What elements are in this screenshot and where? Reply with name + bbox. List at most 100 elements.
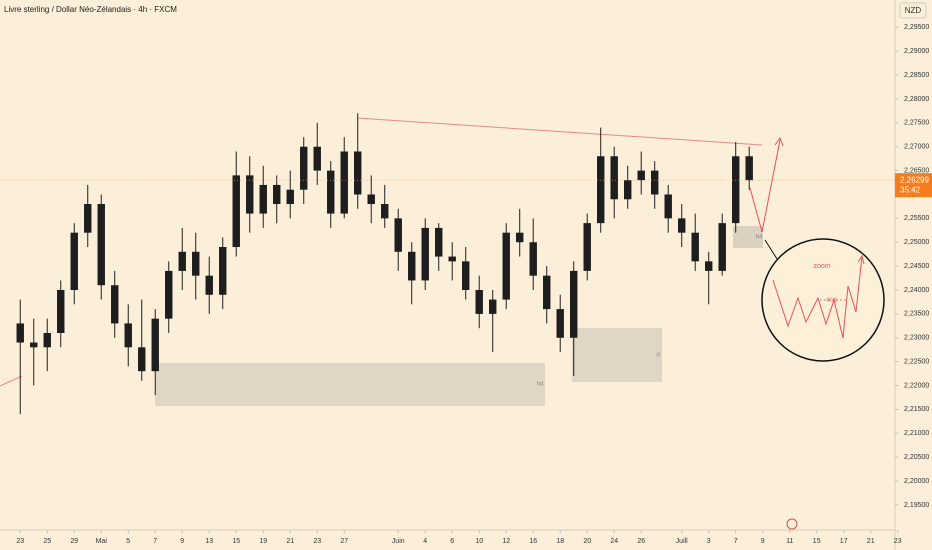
candle-body: [664, 194, 672, 219]
event-icon: [786, 518, 798, 530]
projection-arrow: [749, 139, 781, 233]
candle-body: [570, 270, 578, 338]
candle-body: [624, 180, 632, 200]
countdown: 35:42: [900, 185, 921, 194]
last-price-label: 2,26299: [900, 175, 929, 184]
x-tick-label: 9: [761, 538, 765, 545]
candle-body: [246, 175, 254, 214]
currency-box: [899, 2, 927, 19]
trend-line: [356, 117, 763, 146]
y-tick-label: 2,28500: [904, 72, 929, 79]
zoom-pointer: [764, 239, 780, 263]
y-tick-label: 2,27000: [904, 144, 929, 151]
candle-body: [340, 151, 348, 214]
zone-label: h4: [537, 382, 544, 388]
currency: NZD: [905, 6, 922, 15]
x-tick-label: Juill: [676, 538, 689, 545]
x-tick-label: 21: [286, 538, 294, 545]
candle-body: [651, 170, 659, 195]
candle-body: [394, 218, 402, 252]
y-tick-label: 2,25500: [904, 215, 929, 222]
y-tick-label: 2,26500: [904, 167, 929, 174]
x-tick-label: 21: [867, 538, 875, 545]
candle-body: [421, 227, 429, 281]
x-tick-label: 19: [259, 538, 267, 545]
candle-body: [475, 290, 483, 314]
x-tick-label: 13: [205, 538, 213, 545]
y-tick-label: 2,25000: [904, 239, 929, 246]
candle-body: [205, 275, 213, 295]
y-tick-label: 2,20000: [904, 478, 929, 485]
candle-body: [178, 251, 186, 271]
zoom-path: [772, 255, 863, 339]
trend-line: [0, 375, 23, 387]
candle-body: [192, 251, 200, 276]
candle-body: [677, 218, 686, 233]
candle-body: [70, 232, 78, 291]
y-tick-label: 2,19500: [904, 502, 929, 509]
candle-body: [691, 232, 699, 262]
y-tick-label: 2,24500: [904, 263, 929, 270]
x-tick-label: 20: [583, 538, 591, 545]
candle-body: [381, 204, 389, 219]
zone: [733, 226, 763, 248]
candle-body: [516, 232, 524, 243]
zone: [572, 328, 662, 382]
y-tick-label: 2,21500: [904, 406, 929, 413]
x-tick-label: 16: [529, 538, 537, 545]
candle-body: [327, 170, 335, 214]
candle-body: [84, 204, 92, 233]
candle-body: [300, 146, 308, 190]
candle-body: [610, 156, 618, 200]
candle-body: [543, 275, 551, 310]
candle-body: [43, 332, 51, 348]
candle-body: [408, 251, 416, 281]
candle-body: [583, 223, 591, 271]
candle-body: [273, 184, 281, 205]
x-tick-label: 12: [502, 538, 510, 545]
x-tick-label: 29: [70, 538, 78, 545]
candle-body: [219, 247, 227, 295]
last-price-badge: [895, 173, 932, 198]
x-tick-label: 25: [43, 538, 51, 545]
x-tick-label: 7: [153, 538, 157, 545]
candle-body: [16, 323, 24, 343]
x-tick-label: 23: [894, 538, 902, 545]
y-tick-label: 2,27500: [904, 120, 929, 127]
x-tick-label: 5: [126, 538, 130, 545]
candle-body: [259, 184, 267, 214]
candle-body: [704, 261, 713, 271]
x-tick-label: 27: [340, 538, 348, 545]
x-tick-label: 3: [707, 538, 711, 545]
x-tick-label: 15: [232, 538, 240, 545]
candle-body: [165, 270, 173, 319]
x-tick-label: Juin: [392, 538, 405, 545]
candle-body: [138, 347, 146, 372]
x-tick-label: 6: [450, 538, 454, 545]
x-tick-label: 15: [813, 538, 821, 545]
candle-body: [489, 299, 497, 314]
x-tick-label: 17: [840, 538, 848, 545]
candle-body: [313, 146, 321, 171]
zone-label: h4: [756, 235, 763, 241]
y-tick-label: 2,20500: [904, 454, 929, 461]
x-tick-label: 4: [423, 538, 427, 545]
zone-label: d: [656, 353, 659, 359]
candle-body: [97, 204, 105, 286]
candle-body: [124, 323, 132, 348]
x-tick-label: 23: [16, 538, 24, 545]
x-tick-label: 26: [637, 538, 645, 545]
candle-body: [731, 156, 740, 224]
y-tick-label: 2,23000: [904, 335, 929, 342]
candle-body: [151, 318, 159, 372]
candle-body: [637, 170, 645, 181]
chart-title: Livre sterling / Dollar Néo-Zélandais · …: [4, 5, 177, 14]
candle-body: [597, 156, 605, 224]
arrow-head: [857, 254, 865, 265]
candle-body: [529, 242, 537, 276]
candle-body: [57, 290, 65, 333]
x-tick-label: 11: [786, 538, 793, 545]
candle-body: [502, 232, 510, 300]
candle-body: [286, 189, 294, 205]
candle-body: [232, 175, 240, 248]
